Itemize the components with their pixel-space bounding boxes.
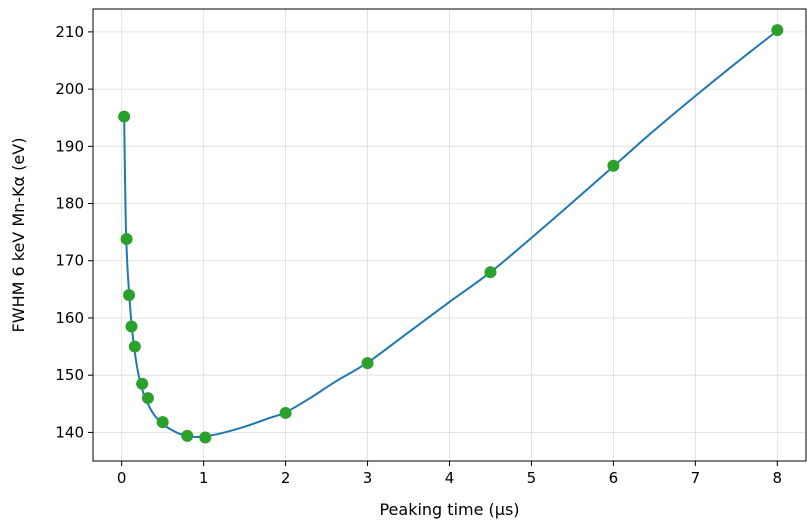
y-axis-label: FWHM 6 keV Mn-Kα (eV) [9,138,28,333]
data-point [199,431,212,444]
data-point [128,340,141,353]
x-axis-label: Peaking time (μs) [379,500,519,519]
data-point [361,357,374,370]
x-tick-label: 8 [773,469,783,487]
data-point [123,289,136,302]
y-tick-label: 170 [55,252,84,270]
data-point [156,416,169,429]
data-point [120,233,133,246]
x-tick-label: 4 [445,469,455,487]
x-tick-label: 3 [363,469,373,487]
x-tick-label: 1 [199,469,209,487]
x-tick-label: 0 [117,469,127,487]
grid [93,9,806,461]
x-tick-label: 2 [281,469,291,487]
data-point [607,159,620,172]
x-tick-label: 5 [527,469,537,487]
x-tick-label: 7 [691,469,701,487]
data-point [136,377,149,390]
y-tick-label: 150 [55,366,84,384]
plot-area [118,24,784,444]
data-point [141,392,154,405]
data-point [484,266,497,279]
y-tick-label: 160 [55,309,84,327]
y-tick-label: 190 [55,137,84,155]
y-tick-label: 210 [55,23,84,41]
data-point [118,110,131,123]
fit-curve [123,29,778,439]
x-axis: 0 1 2 3 4 5 6 7 8 [117,461,782,487]
data-point [771,24,784,37]
y-tick-label: 200 [55,80,84,98]
y-tick-label: 140 [55,423,84,441]
data-point [181,429,194,442]
y-axis: 140 150 160 170 180 190 200 210 [55,23,93,441]
y-tick-label: 180 [55,195,84,213]
x-tick-label: 6 [609,469,619,487]
data-point [279,406,292,419]
data-point [125,320,138,333]
